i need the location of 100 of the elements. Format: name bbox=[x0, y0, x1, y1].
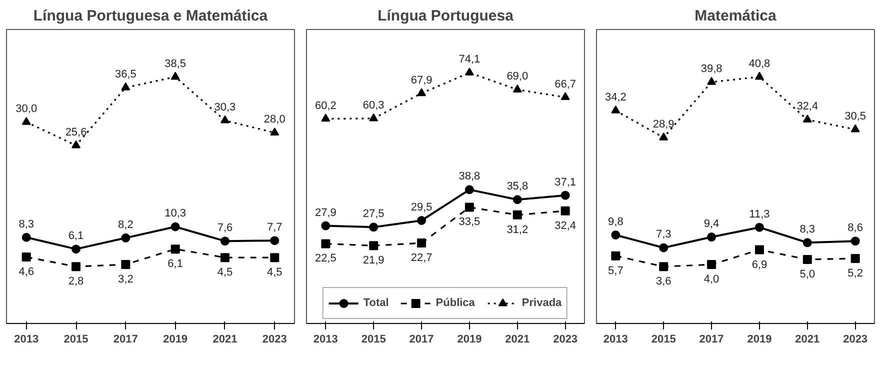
legend-label: Pública bbox=[436, 297, 475, 309]
data-label: 4,5 bbox=[217, 266, 233, 279]
point bbox=[121, 260, 130, 269]
x-tick-label: 2019 bbox=[747, 334, 772, 346]
point bbox=[270, 128, 280, 136]
data-label: 27,5 bbox=[362, 208, 384, 220]
point bbox=[369, 222, 378, 232]
point bbox=[560, 92, 570, 100]
data-label: 33,5 bbox=[458, 216, 480, 228]
point bbox=[417, 216, 426, 225]
point bbox=[611, 230, 620, 240]
x-tick-label: 2013 bbox=[14, 334, 39, 346]
data-label: 28,0 bbox=[264, 114, 286, 126]
chart-title: Matemática bbox=[694, 8, 778, 24]
data-label: 4,6 bbox=[18, 266, 34, 278]
point bbox=[417, 88, 426, 96]
data-label: 36,5 bbox=[114, 68, 136, 81]
data-label: 6,1 bbox=[68, 230, 84, 242]
data-label: 35,8 bbox=[506, 180, 528, 193]
data-label: 9,4 bbox=[704, 218, 720, 230]
x-tick-label: 2023 bbox=[843, 334, 868, 346]
data-label: 25,6 bbox=[65, 126, 87, 138]
point bbox=[754, 222, 764, 232]
point bbox=[512, 195, 522, 204]
point bbox=[659, 243, 668, 252]
point bbox=[270, 253, 280, 262]
data-label: 39,8 bbox=[700, 63, 722, 76]
point bbox=[22, 232, 31, 242]
point bbox=[754, 72, 764, 80]
point bbox=[464, 202, 474, 212]
x-tick-label: 2017 bbox=[409, 334, 434, 346]
point bbox=[850, 124, 860, 132]
data-label: 28,9 bbox=[652, 118, 674, 131]
point bbox=[512, 84, 522, 92]
data-label: 32,4 bbox=[554, 220, 576, 232]
data-label: 11,3 bbox=[749, 208, 770, 220]
point bbox=[22, 252, 31, 262]
x-tick-label: 2021 bbox=[505, 334, 530, 346]
point bbox=[369, 241, 378, 250]
x-tick-label: 2013 bbox=[313, 334, 338, 346]
data-label: 74,1 bbox=[458, 54, 480, 66]
data-label: 22,5 bbox=[314, 252, 336, 265]
data-label: 8,3 bbox=[18, 218, 34, 230]
data-label: 30,5 bbox=[844, 110, 866, 122]
data-label: 5,7 bbox=[608, 264, 624, 277]
point bbox=[850, 236, 860, 246]
point bbox=[22, 116, 31, 125]
data-label: 60,3 bbox=[362, 99, 384, 112]
legend-label: Privada bbox=[522, 297, 562, 309]
point bbox=[802, 114, 812, 123]
point bbox=[121, 82, 130, 90]
x-tick-label: 2015 bbox=[361, 334, 386, 346]
data-label: 5,0 bbox=[800, 268, 816, 280]
point bbox=[659, 262, 668, 272]
point bbox=[754, 245, 764, 254]
point bbox=[464, 185, 474, 194]
x-tick-label: 2015 bbox=[64, 334, 88, 346]
point bbox=[707, 232, 716, 242]
data-label: 2,8 bbox=[68, 276, 84, 288]
point bbox=[321, 239, 330, 248]
point bbox=[659, 132, 668, 140]
data-label: 4,5 bbox=[266, 266, 282, 279]
point bbox=[72, 244, 81, 254]
point bbox=[707, 260, 716, 270]
point bbox=[72, 140, 81, 148]
data-label: 9,8 bbox=[608, 216, 624, 228]
chart-title: Língua Portuguesa e Matemática bbox=[33, 8, 268, 24]
point bbox=[220, 253, 230, 262]
data-label: 38,5 bbox=[164, 58, 186, 70]
data-label: 4,0 bbox=[704, 274, 720, 286]
x-tick-label: 2019 bbox=[457, 334, 482, 346]
data-label: 8,2 bbox=[118, 218, 134, 231]
x-tick-label: 2023 bbox=[262, 334, 287, 346]
data-label: 6,9 bbox=[752, 258, 768, 271]
point bbox=[220, 115, 230, 124]
point bbox=[802, 254, 812, 264]
data-label: 32,4 bbox=[796, 100, 818, 113]
data-label: 31,2 bbox=[506, 224, 528, 236]
data-label: 21,9 bbox=[362, 254, 384, 267]
data-label: 7,6 bbox=[217, 222, 233, 234]
point bbox=[611, 105, 620, 114]
data-label: 10,3 bbox=[164, 208, 186, 220]
point bbox=[170, 72, 180, 80]
point bbox=[707, 76, 716, 85]
data-label: 30,3 bbox=[214, 101, 236, 114]
point bbox=[170, 244, 180, 254]
x-tick-label: 2017 bbox=[699, 334, 724, 346]
data-label: 37,1 bbox=[554, 176, 576, 188]
data-label: 5,2 bbox=[848, 267, 863, 280]
x-tick-label: 2017 bbox=[113, 334, 138, 346]
data-label: 60,2 bbox=[314, 100, 336, 112]
chart-title: Língua Portuguesa bbox=[378, 8, 514, 24]
point bbox=[321, 114, 330, 122]
data-label: 66,7 bbox=[554, 78, 576, 90]
data-label: 69,0 bbox=[506, 70, 528, 83]
point bbox=[170, 222, 180, 232]
point bbox=[850, 254, 860, 263]
data-label: 34,2 bbox=[604, 92, 626, 104]
x-tick-label: 2021 bbox=[795, 334, 820, 346]
point bbox=[802, 238, 812, 248]
